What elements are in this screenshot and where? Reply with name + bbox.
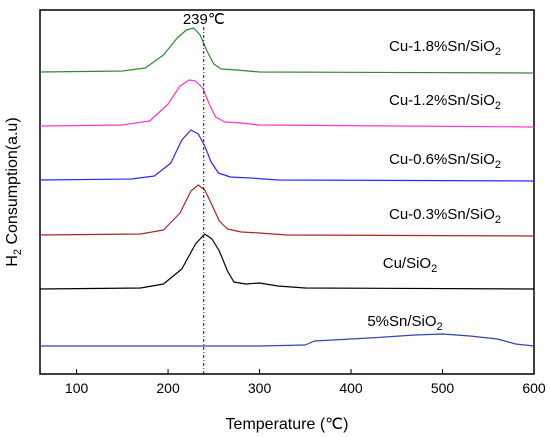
x-tick-label: 100	[65, 380, 89, 396]
series-line	[39, 79, 535, 128]
x-tick-label: 500	[431, 380, 455, 396]
plot-frame	[39, 9, 535, 375]
x-axis-label: Temperature (℃)	[226, 416, 349, 433]
series-line	[40, 333, 535, 347]
series-label: 5%Sn/SiO2	[367, 313, 442, 333]
x-tick-label: 600	[522, 380, 546, 396]
x-axis-ticks: 100 200 300 400 500 600	[65, 369, 546, 396]
y-axis-label-rest: Consumption(a.u)	[4, 117, 21, 249]
series-line	[39, 27, 535, 74]
x-tick-label: 400	[339, 380, 363, 396]
series-line	[39, 129, 535, 182]
series-line	[39, 184, 535, 237]
y-axis-label: H2 Consumption(a.u)	[4, 117, 24, 266]
y-axis-label-main: H	[4, 255, 21, 267]
x-tick-label: 200	[156, 380, 180, 396]
series-label: Cu-0.6%Sn/SiO2	[389, 151, 501, 171]
series-label: Cu-1.8%Sn/SiO2	[389, 38, 501, 58]
series-line	[39, 233, 535, 290]
y-axis-label-sub: 2	[12, 249, 24, 255]
series-label: Cu-0.3%Sn/SiO2	[389, 206, 501, 226]
x-tick-label: 300	[248, 380, 272, 396]
series-label: Cu/SiO2	[383, 255, 437, 275]
series-label: Cu-1.2%Sn/SiO2	[389, 92, 501, 112]
series-group: Cu-1.8%Sn/SiO2 Cu-1.2%Sn/SiO2 Cu-0.6%Sn/Si…	[39, 27, 535, 347]
peak-annotation: 239℃	[183, 11, 225, 28]
